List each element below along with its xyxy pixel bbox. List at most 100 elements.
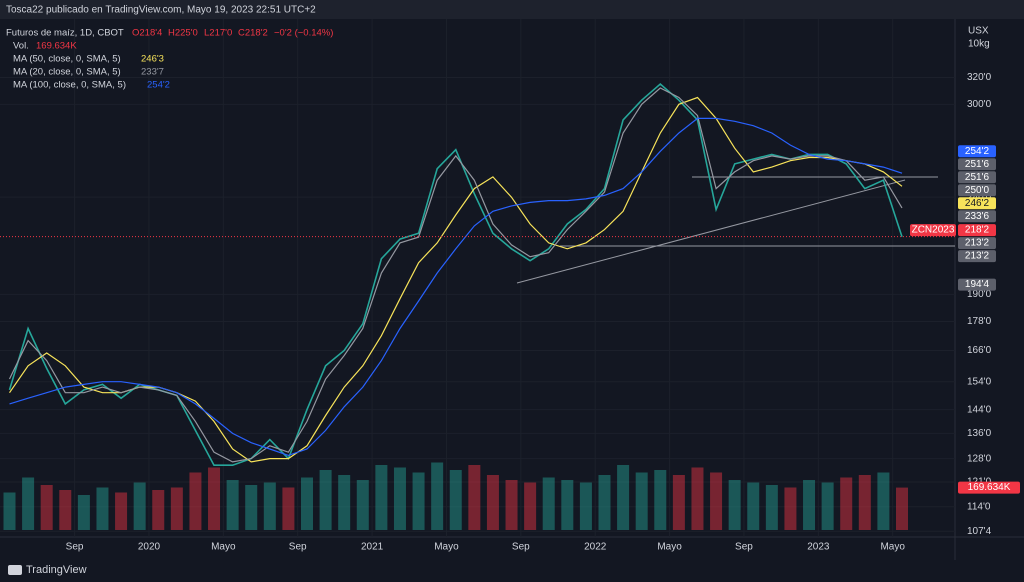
volume-bar [598, 475, 611, 530]
trend-line [516, 179, 906, 284]
volume-label-box [958, 481, 1020, 494]
volume-bar [505, 480, 518, 530]
volume-bar [728, 480, 741, 530]
legend-symbol: Futuros de maíz, 1D, CBOT [6, 28, 124, 39]
x-tick-label: Mayo [211, 542, 236, 553]
volume-bar [77, 495, 90, 530]
volume-bar [877, 472, 890, 530]
axis-unit: USX [968, 26, 989, 37]
y-tick-label: 128'0 [967, 453, 992, 464]
volume-bar [691, 467, 704, 530]
x-tick-label: 2022 [584, 542, 607, 553]
volume-bar [672, 475, 685, 530]
legend-open: O218'4 [132, 28, 162, 39]
price-tag: ZCN2023 [912, 225, 955, 236]
y-tick-label: 144'0 [967, 404, 992, 415]
legend-close: C218'2 [238, 28, 268, 39]
legend-volume-value: 169.634K [36, 41, 77, 52]
y-tick-label: 154'0 [967, 376, 992, 387]
price-label-box [958, 237, 996, 250]
volume-bar [486, 475, 499, 530]
volume-bar [133, 482, 146, 530]
volume-bar [226, 480, 239, 530]
volume-bar [301, 477, 313, 530]
legend-high: H225'0 [168, 28, 198, 39]
y-tick-label: 136'0 [967, 428, 992, 439]
price-label: 213'2 [965, 238, 990, 249]
footer [0, 560, 1024, 582]
footer-brand: TradingView [26, 564, 87, 576]
volume-bar [263, 482, 276, 530]
price-label-box [958, 171, 996, 184]
volume-bar [59, 490, 72, 530]
price-label: 251'6 [965, 159, 990, 170]
y-tick-label: 320'0 [967, 72, 992, 83]
volume-bar [282, 487, 295, 530]
price-label-box [958, 224, 996, 237]
volume-bar [449, 470, 462, 530]
x-tick-label: Sep [735, 542, 753, 553]
volume-bar [319, 470, 332, 530]
volume-bar [821, 482, 834, 530]
price-label: 246'2 [965, 198, 990, 209]
volume-bar [840, 477, 853, 530]
price-label-box [958, 197, 996, 210]
volume-bar [710, 472, 723, 530]
volume-bar [338, 475, 351, 530]
volume-bar [375, 465, 388, 530]
volume-bar [784, 487, 797, 530]
legend-change: −0'2 (−0.14%) [274, 28, 333, 39]
y-tick-label: 107'4 [967, 526, 992, 537]
price-tag-box [910, 224, 956, 237]
volume-bar [208, 467, 221, 530]
volume-bar [654, 470, 667, 530]
logo [8, 565, 22, 575]
volume-label: 169.634K [968, 482, 1011, 493]
legend-low: L217'0 [204, 28, 232, 39]
x-tick-label: 2021 [361, 542, 384, 553]
volume-bar [747, 482, 760, 530]
x-tick-label: Mayo [434, 542, 459, 553]
x-tick-label: Sep [512, 542, 530, 553]
volume-bar [356, 480, 369, 530]
series-line [8, 87, 903, 463]
x-tick-label: 2023 [807, 542, 830, 553]
volume-bar [858, 475, 871, 530]
volume-bar [170, 487, 183, 530]
volume-bar [431, 462, 444, 530]
volume-bar [561, 480, 574, 530]
volume-bar [468, 465, 481, 530]
legend-ma100: MA (100, close, 0, SMA, 5) [13, 80, 126, 91]
price-label-box [958, 184, 996, 197]
price-label: 218'2 [965, 225, 990, 236]
price-label: 233'6 [965, 211, 990, 222]
price-label: 213'2 [965, 251, 990, 262]
volume-bar [189, 472, 202, 530]
volume-bar [635, 472, 648, 530]
volume-bar [617, 465, 630, 530]
price-label-box [958, 278, 996, 291]
volume-bar [542, 477, 555, 530]
volume-bar [152, 490, 165, 530]
volume-bar [412, 472, 425, 530]
volume-bar [896, 487, 908, 530]
y-tick-label: 300'0 [967, 99, 992, 110]
volume-bar [393, 467, 406, 530]
publisher: Tosca22 publicado en TradingView.com, Ma… [6, 5, 316, 16]
price-label: 250'0 [965, 185, 990, 196]
y-tick-label: 178'0 [967, 316, 992, 327]
legend-volume: Vol. [13, 41, 29, 52]
price-label: 251'6 [965, 172, 990, 183]
x-tick-label: Sep [289, 542, 307, 553]
y-tick-label: 190'0 [967, 289, 992, 300]
x-tick-label: Mayo [880, 542, 905, 553]
axis-unit: 10kg [968, 39, 990, 50]
price-label-box [958, 250, 996, 263]
series-line [9, 117, 903, 457]
legend-ma20: MA (20, close, 0, SMA, 5) [13, 67, 121, 78]
y-tick-label: 166'0 [967, 345, 992, 356]
volume-bar [245, 485, 258, 530]
volume-bar [765, 485, 778, 530]
